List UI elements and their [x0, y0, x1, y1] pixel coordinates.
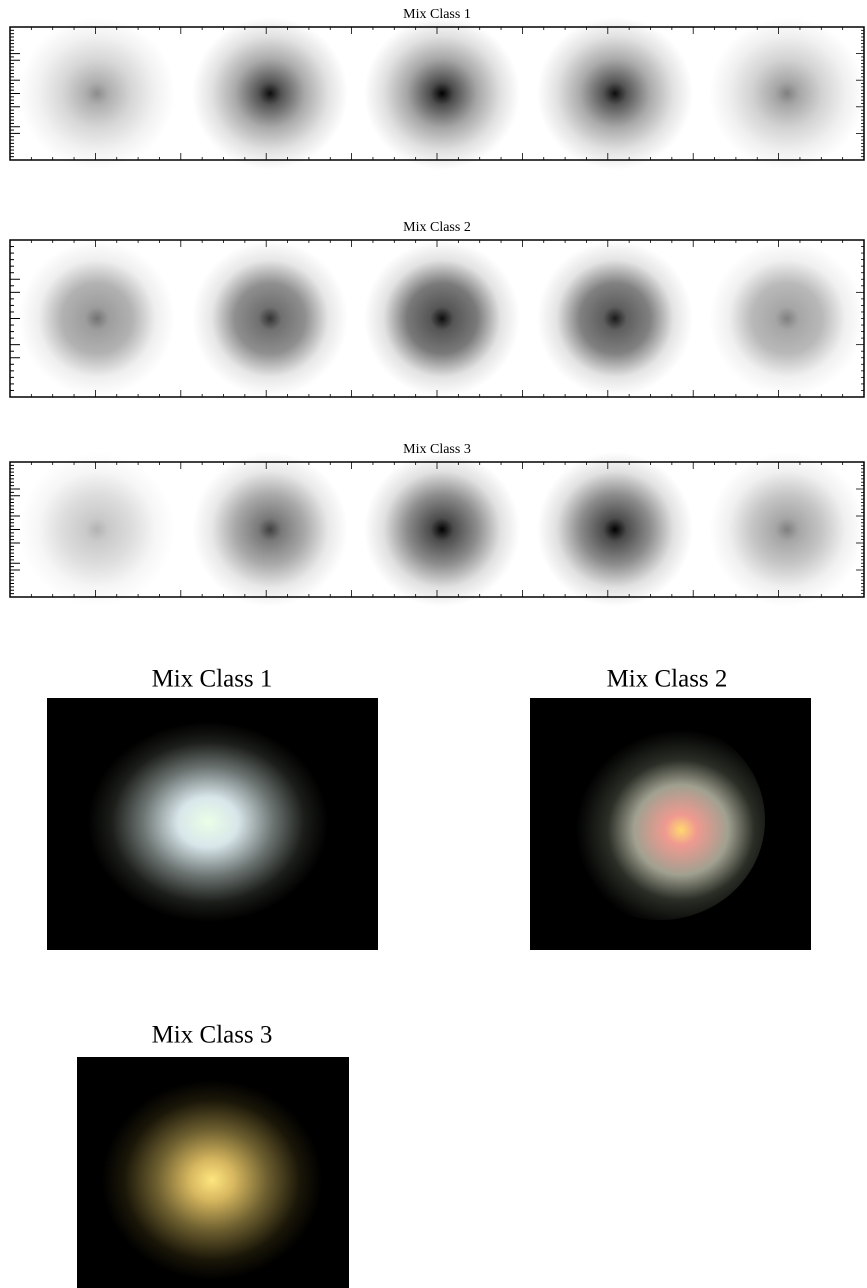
source-stamp	[537, 17, 693, 170]
source-stamp	[537, 452, 693, 607]
source-blob	[102, 1080, 322, 1280]
image-title: Mix Class 2	[607, 666, 728, 693]
source-stamp	[364, 452, 520, 607]
source-stamp	[364, 241, 520, 397]
strip-title: Mix Class 2	[403, 220, 471, 235]
source-stamp	[364, 17, 520, 170]
source-stamp	[709, 17, 865, 170]
image-title: Mix Class 3	[152, 1022, 273, 1049]
image-title: Mix Class 1	[152, 666, 273, 693]
source-blob	[555, 720, 765, 920]
source-stamp	[19, 17, 175, 170]
source-stamp	[192, 241, 348, 397]
source-stamp	[19, 452, 175, 607]
source-stamp	[709, 452, 865, 607]
figure: Mix Class 1 Mix Class 2 Mix Class 3 Mix …	[0, 0, 867, 1288]
source-stamp	[537, 241, 693, 397]
page: {"strips": [{"title": "Mix Class 1"}, {"…	[0, 0, 867, 1288]
source-stamp	[709, 241, 865, 397]
source-stamp	[192, 17, 348, 170]
source-stamp	[192, 452, 348, 607]
source-stamp	[19, 241, 175, 397]
source-blob	[88, 722, 328, 922]
